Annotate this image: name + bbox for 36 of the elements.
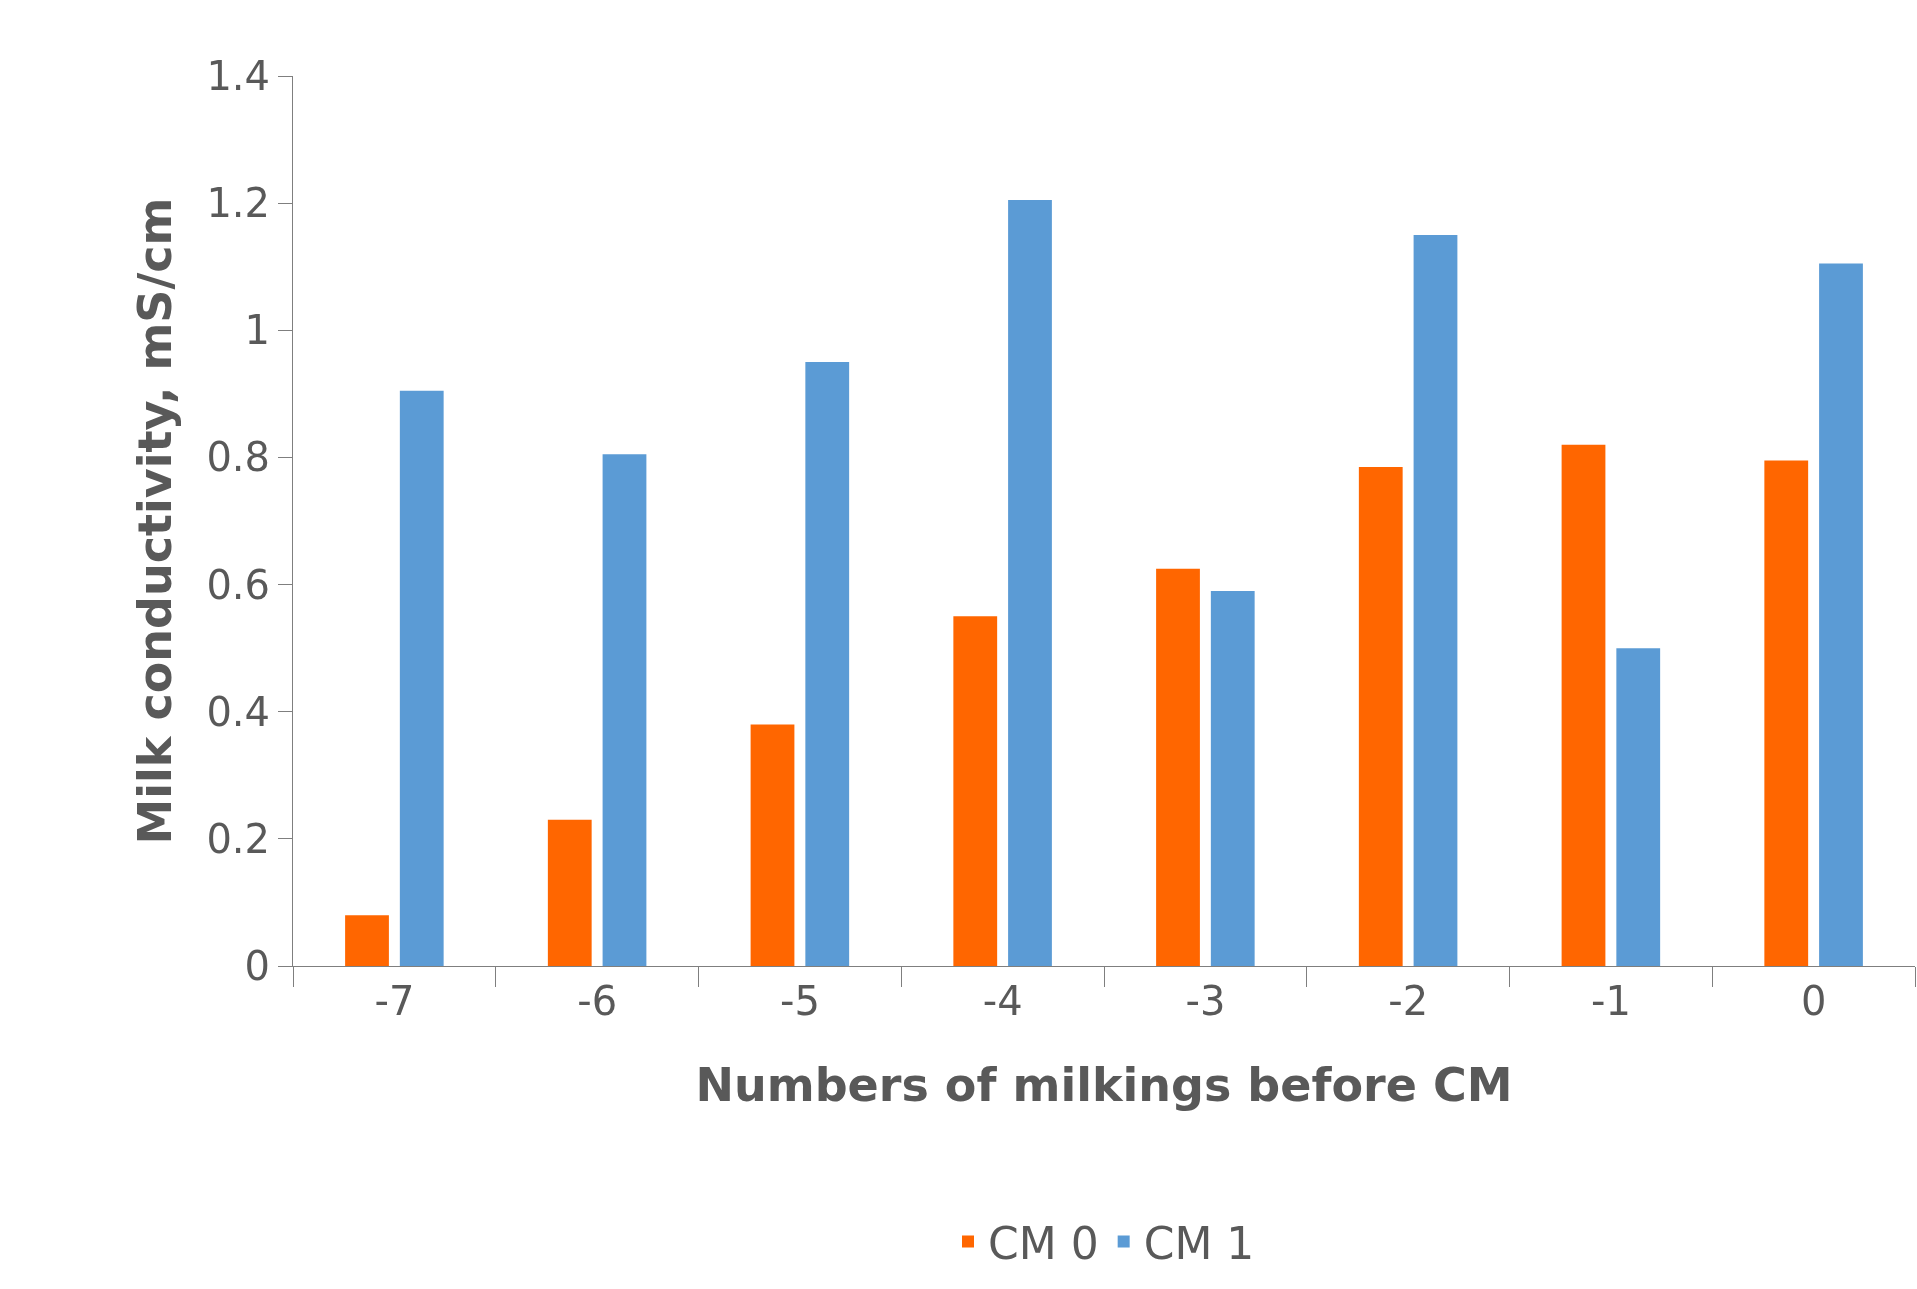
x-tick-label: -1 (1590, 978, 1631, 1024)
y-tick-label: 0.6 (206, 561, 270, 608)
bar (547, 819, 592, 966)
y-tick-label: 1 (244, 307, 270, 354)
bar (1561, 444, 1606, 966)
legend-label: CM 0 (988, 1217, 1099, 1269)
y-tick-label: 0.4 (206, 688, 270, 735)
bar (602, 454, 647, 966)
bar (805, 362, 850, 966)
y-axis-title: Milk conductivity, mS/cm (127, 197, 182, 845)
bar (1210, 590, 1255, 966)
x-axis-title: Numbers of milkings before CM (695, 1057, 1513, 1112)
bar (345, 915, 389, 966)
x-tick-label: -7 (374, 978, 415, 1024)
bar (953, 616, 998, 966)
y-tick-label: 0.8 (206, 434, 270, 481)
y-tick-label: 1.2 (206, 180, 270, 227)
y-tick-label: 1.4 (206, 53, 270, 99)
bar (750, 724, 795, 966)
bar (1764, 460, 1809, 966)
bar (1413, 234, 1458, 966)
y-tick-label: 0 (244, 943, 270, 989)
legend-label: CM 1 (1143, 1217, 1255, 1269)
x-tick-label: -3 (1185, 978, 1226, 1024)
x-tick-label: -5 (779, 978, 820, 1024)
bar (1616, 648, 1661, 966)
bar (1358, 466, 1403, 966)
x-tick-label: -2 (1388, 978, 1429, 1024)
bar (1008, 199, 1052, 966)
x-tick-label: -6 (577, 978, 618, 1024)
x-tick-label: -4 (982, 978, 1023, 1024)
bar (399, 390, 444, 966)
bar (1156, 568, 1200, 966)
bar (1819, 263, 1863, 966)
y-tick-label: 0.2 (206, 815, 270, 862)
x-tick-label: 0 (1800, 978, 1827, 1024)
